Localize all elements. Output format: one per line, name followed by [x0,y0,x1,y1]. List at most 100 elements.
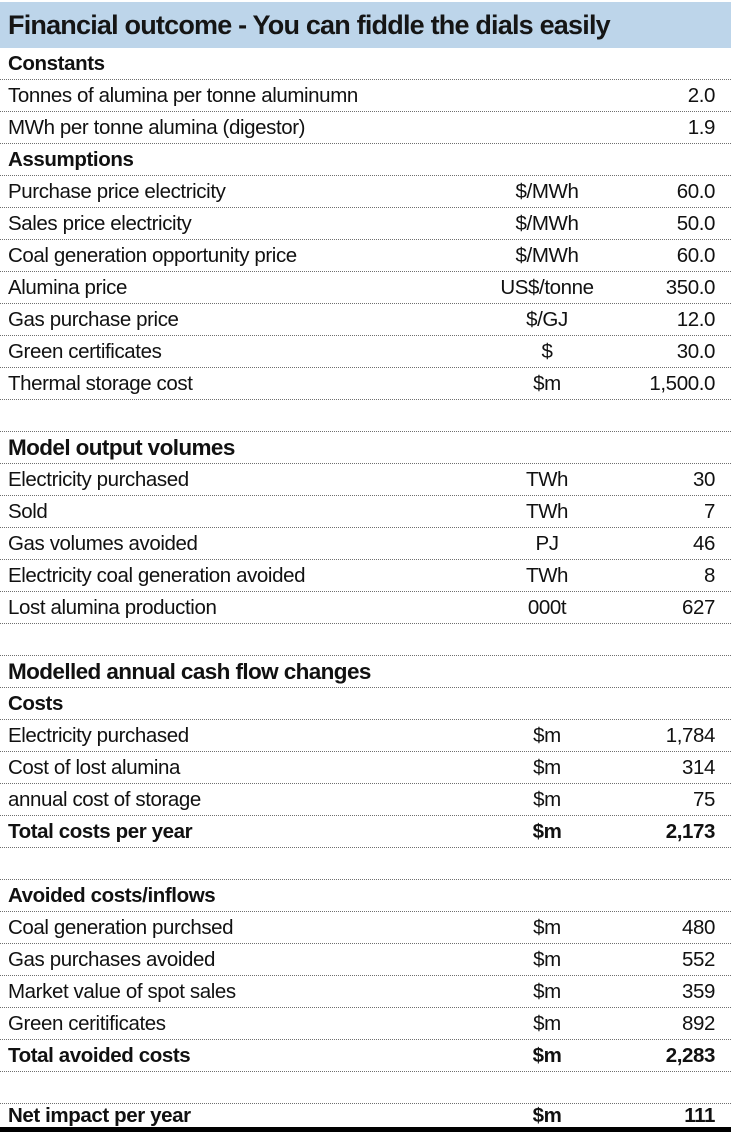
row-label: Coal generation purchsed [8,915,234,939]
row-value[interactable]: 350.0 [665,275,716,299]
row-unit: $ [541,339,553,363]
row-unit: $m [533,787,561,811]
row-label: Green ceritificates [8,1011,166,1035]
net-impact-row: Net impact per year $m 111 [0,1104,731,1132]
table-row: Lost alumina production 000t 627 [0,592,731,624]
table-row: MWh per tonne alumina (digestor) 1.9 [0,112,731,144]
row-label: Purchase price electricity [8,179,226,203]
row-label: Tonnes of alumina per tonne aluminumn [8,83,358,107]
table-row: annual cost of storage $m 75 [0,784,731,816]
row-value[interactable]: 12.0 [676,307,716,331]
row-unit: $/MWh [515,211,579,235]
section-header: Model output volumes [0,432,731,464]
row-label: Sales price electricity [8,211,192,235]
row-unit: PJ [535,531,559,555]
row-label: Sold [8,499,48,523]
table-row: Coal generation opportunity price $/MWh 60… [0,240,731,272]
row-value: 75 [692,787,715,811]
row-unit: 000t [527,595,567,619]
row-unit: TWh [525,499,569,523]
row-label: Market value of spot sales [8,979,236,1003]
table-row: Cost of lost alumina $m 314 [0,752,731,784]
row-unit: US$/tonne [500,275,594,299]
row-value: 2,283 [665,1043,716,1067]
table-row: Purchase price electricity $/MWh 60.0 [0,176,731,208]
blank-row [0,1072,731,1104]
row-label: Electricity purchased [8,723,189,747]
row-value: 627 [681,595,715,619]
row-value: 359 [681,979,715,1003]
row-value[interactable]: 2.0 [687,83,716,107]
row-value: 1,784 [665,723,716,747]
table-body: Constants Tonnes of alumina per tonne alu… [0,48,731,1132]
row-unit: $m [533,755,561,779]
row-label: Electricity coal generation avoided [8,563,306,587]
row-value: 480 [681,915,715,939]
table-row: Gas volumes avoided PJ 46 [0,528,731,560]
section-header: Modelled annual cash flow changes [0,656,731,688]
table-row: Green ceritificates $m 892 [0,1008,731,1040]
row-unit: $m [533,1011,561,1035]
row-label: Gas purchase price [8,307,179,331]
blank-row [0,400,731,432]
section-header: Assumptions [0,144,731,176]
row-label: Gas purchases avoided [8,947,215,971]
row-value: 2,173 [665,819,716,843]
table-row: Coal generation purchsed $m 480 [0,912,731,944]
section-header: Avoided costs/inflows [0,880,731,912]
row-unit: $m [533,915,561,939]
section-header: Costs [0,688,731,720]
row-label: Cost of lost alumina [8,755,181,779]
row-unit: $/MWh [515,243,579,267]
table-row: Electricity purchased TWh 30 [0,464,731,496]
row-label: Total costs per year [8,819,193,843]
blank-row [0,848,731,880]
table-row: Total costs per year $m 2,173 [0,816,731,848]
table-row: Gas purchases avoided $m 552 [0,944,731,976]
row-value: 892 [681,1011,715,1035]
table-row: Gas purchase price $/GJ 12.0 [0,304,731,336]
section-header-label: Model output volumes [8,434,235,460]
section-header: Constants [0,48,731,80]
row-unit: $m [533,371,561,395]
table-row: Tonnes of alumina per tonne aluminumn 2.0 [0,80,731,112]
row-unit: TWh [525,563,569,587]
table-row: Sold TWh 7 [0,496,731,528]
row-label: Coal generation opportunity price [8,243,297,267]
row-unit: $/MWh [515,179,579,203]
row-value[interactable]: 50.0 [676,211,716,235]
row-label: Lost alumina production [8,595,217,619]
row-value: 8 [703,563,715,587]
row-value[interactable]: 1,500.0 [649,371,715,395]
row-unit: $/GJ [526,307,568,331]
row-value[interactable]: 30.0 [676,339,716,363]
row-value[interactable]: 1.9 [687,115,716,139]
row-label: Thermal storage cost [8,371,193,395]
table-row: Sales price electricity $/MWh 50.0 [0,208,731,240]
table-row: Alumina price US$/tonne 350.0 [0,272,731,304]
table-row: Total avoided costs $m 2,283 [0,1040,731,1072]
row-value: 314 [681,755,715,779]
row-label: Green certificates [8,339,162,363]
row-value: 30 [692,467,715,491]
page-title: Financial outcome - You can fiddle the d… [0,2,731,48]
row-value: 111 [684,1103,715,1127]
row-value: 552 [681,947,715,971]
row-unit: $m [533,947,561,971]
row-value[interactable]: 60.0 [676,243,716,267]
row-label: annual cost of storage [8,787,201,811]
table-row: Electricity coal generation avoided TWh 8 [0,560,731,592]
row-value[interactable]: 60.0 [676,179,716,203]
row-unit: $m [532,1103,562,1127]
section-header-label: Costs [8,691,63,715]
row-value: 46 [692,531,715,555]
row-label: Alumina price [8,275,127,299]
row-unit: $m [533,979,561,1003]
row-label: Gas volumes avoided [8,531,198,555]
row-value: 7 [703,499,715,523]
table-row: Thermal storage cost $m 1,500.0 [0,368,731,400]
row-unit: $m [533,723,561,747]
table-row: Electricity purchased $m 1,784 [0,720,731,752]
section-header-label: Assumptions [8,147,134,171]
table-row: Market value of spot sales $m 359 [0,976,731,1008]
